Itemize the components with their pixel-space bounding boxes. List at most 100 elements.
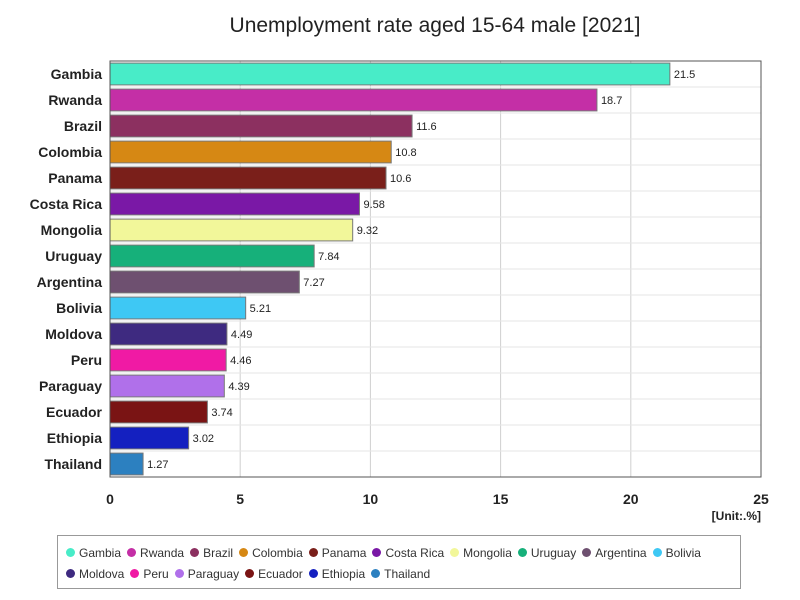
bar-chart: 21.5 18.7 11.6 10.8 10.6 9.58 9.32 7.84 7.27 5.21… (30, 60, 769, 507)
bar (109, 400, 208, 424)
legend-item: Moldova (66, 563, 124, 584)
bar-value-label: 4.39 (228, 381, 249, 393)
legend-swatch (66, 569, 75, 578)
legend-swatch (239, 548, 249, 557)
bar-value-label: 3.74 (211, 407, 232, 419)
legend-item: Peru (130, 563, 169, 584)
category-label: Brazil (64, 118, 102, 134)
legend-label: Colombia (252, 545, 303, 560)
bar (109, 322, 228, 346)
legend-item: Paraguay (174, 563, 240, 584)
x-tick-label: 10 (363, 491, 379, 507)
bars: 21.5 18.7 11.6 10.8 10.6 9.58 9.32 7.84 7.27 5.21… (109, 62, 695, 476)
legend: Gambia Rwanda Brazil Colombia Panama Costa Ri… (57, 535, 741, 589)
legend-label: Panama (321, 545, 367, 560)
legend-label: Thailand (384, 566, 431, 581)
legend-item: Ecuador (245, 563, 303, 584)
legend-swatch (245, 569, 255, 578)
x-tick-label: 15 (493, 491, 509, 507)
legend-item: Mongolia (450, 542, 512, 563)
legend-item: Panama (308, 542, 367, 563)
legend-item: Costa Rica (372, 542, 444, 563)
bar (109, 166, 387, 190)
category-label: Bolivia (56, 300, 102, 316)
legend-item: Argentina (582, 542, 647, 563)
category-label: Colombia (38, 144, 102, 160)
bar (109, 374, 225, 398)
legend-label: Brazil (203, 545, 234, 560)
bar (109, 218, 354, 242)
category-label: Ecuador (46, 404, 103, 420)
category-label: Panama (48, 170, 102, 186)
legend-label: Bolivia (665, 545, 701, 560)
legend-label: Gambia (79, 545, 122, 560)
bar (109, 426, 190, 450)
category-label: Paraguay (39, 378, 102, 394)
category-label: Peru (71, 352, 102, 368)
chart-title: Unemployment rate aged 15-64 male [2021] (229, 14, 641, 37)
legend-swatch (517, 548, 527, 557)
x-axis-ticks: 0 5 10 15 20 25 (106, 491, 769, 507)
bar-value-label: 9.32 (357, 225, 378, 237)
bar-value-label: 7.84 (318, 251, 339, 263)
bar-value-label: 1.27 (147, 459, 168, 471)
bar (109, 270, 300, 294)
legend-label: Argentina (595, 545, 647, 560)
bar-value-label: 9.58 (363, 199, 384, 211)
bar-value-label: 21.5 (674, 69, 695, 81)
unit-label: [Unit:.%] (711, 509, 761, 523)
bar-value-label: 3.02 (193, 433, 214, 445)
legend-label: Costa Rica (385, 545, 445, 560)
bar-value-label: 7.27 (303, 277, 324, 289)
category-label: Costa Rica (30, 196, 103, 212)
legend-label: Paraguay (187, 566, 240, 581)
bar (109, 140, 392, 164)
category-label: Moldova (45, 326, 102, 342)
bar-value-label: 4.46 (230, 355, 251, 367)
x-tick-label: 5 (236, 491, 244, 507)
legend-label: Moldova (79, 566, 125, 581)
plot-frame (109, 60, 762, 478)
legend-swatch (66, 548, 75, 557)
legend-label: Ethiopia (321, 566, 366, 581)
legend-item: Brazil (190, 542, 233, 563)
legend-swatch (652, 548, 662, 557)
category-labels: Gambia Rwanda Brazil Colombia Panama Costa Ri… (30, 66, 103, 472)
grid-lines (109, 61, 762, 477)
bar-value-label: 10.8 (395, 147, 416, 159)
legend-swatch (190, 548, 200, 557)
legend-item: Thailand (371, 563, 430, 584)
category-label: Uruguay (45, 248, 102, 264)
x-tick-label: 25 (753, 491, 769, 507)
bar (109, 114, 413, 138)
category-label: Argentina (37, 274, 103, 290)
legend-swatch (450, 548, 460, 557)
category-label: Ethiopia (47, 430, 102, 446)
bar-value-label: 5.21 (250, 303, 271, 315)
legend-item: Gambia (66, 542, 121, 563)
category-label: Thailand (44, 456, 102, 472)
legend-swatch (130, 569, 140, 578)
bar-value-label: 18.7 (601, 95, 622, 107)
bar (109, 244, 315, 268)
legend-item: Colombia (239, 542, 303, 563)
category-label: Mongolia (41, 222, 103, 238)
x-tick-label: 0 (106, 491, 114, 507)
bar-value-label: 11.6 (416, 121, 437, 133)
bar (109, 88, 598, 112)
bar (109, 296, 247, 320)
bar-value-label: 10.6 (390, 173, 411, 185)
bar (109, 348, 227, 372)
legend-swatch (308, 548, 318, 557)
bar (109, 452, 144, 476)
legend-swatch (582, 548, 592, 557)
legend-item: Ethiopia (308, 563, 366, 584)
legend-label: Ecuador (258, 566, 303, 581)
legend-swatch (371, 569, 381, 578)
legend-item: Uruguay (517, 542, 576, 563)
legend-item: Bolivia (652, 542, 701, 563)
bar (109, 62, 671, 86)
bar-value-label: 4.49 (231, 329, 252, 341)
legend-swatch (372, 548, 382, 557)
legend-item: Rwanda (127, 542, 184, 563)
